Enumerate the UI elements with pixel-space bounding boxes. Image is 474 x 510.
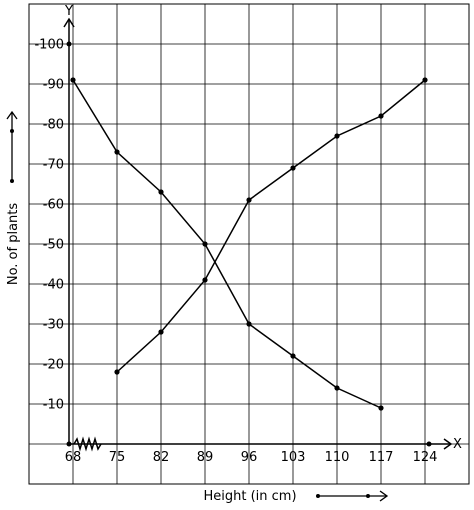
- data-point: [246, 321, 252, 327]
- y-tick-label: -80: [43, 118, 64, 133]
- data-point: [378, 405, 384, 411]
- x-tick-label: 75: [109, 450, 126, 465]
- data-point: [158, 189, 164, 195]
- y-tick-label: -70: [43, 158, 64, 173]
- y-tick-label: -50: [43, 238, 64, 253]
- y-axis-label-arrow: [6, 110, 18, 183]
- data-point: [334, 385, 340, 391]
- data-point: [378, 113, 384, 119]
- y-tick-label: -90: [43, 78, 64, 93]
- x-tick-label: 89: [197, 450, 214, 465]
- data-point: [334, 133, 340, 139]
- x-axis-arrow: [443, 438, 453, 450]
- y-tick-label: -60: [43, 198, 64, 213]
- x-tick-label: 110: [325, 450, 350, 465]
- origin-point: [66, 441, 72, 447]
- axes: X Y: [63, 4, 462, 452]
- y-tick-label: -100: [34, 38, 64, 53]
- y-axis-end-point: [66, 41, 72, 47]
- series-line-1: [72, 79, 382, 409]
- y-tick-labels: -10 -20 -30 -40 -50 -60 -70 -80 -90 -100: [34, 38, 64, 413]
- x-tick-label: 124: [413, 450, 438, 465]
- series-lines: [72, 79, 426, 409]
- y-tick-label: -30: [43, 318, 64, 333]
- data-point: [202, 277, 208, 283]
- y-axis-label: No. of plants: [6, 203, 21, 286]
- x-tick-label: 117: [369, 450, 394, 465]
- grid: [28, 3, 470, 485]
- y-tick-label: -40: [43, 278, 64, 293]
- y-axis-letter: Y: [64, 4, 73, 19]
- series-line-2: [116, 79, 426, 373]
- data-point: [158, 329, 164, 335]
- data-point: [114, 149, 120, 155]
- data-point: [290, 165, 296, 171]
- data-point: [70, 77, 76, 83]
- data-point: [290, 353, 296, 359]
- axis-break-zigzag: [73, 436, 102, 452]
- data-point: [422, 77, 428, 83]
- x-tick-label: 82: [153, 450, 170, 465]
- series-points: [70, 77, 428, 411]
- x-tick-labels: 68 75 82 89 96 103 110 117 124: [65, 450, 438, 465]
- x-axis-label-arrow: [316, 490, 389, 502]
- x-axis-label: Height (in cm): [203, 489, 296, 504]
- y-tick-label: -20: [43, 358, 64, 373]
- x-tick-label: 68: [65, 450, 82, 465]
- x-tick-label: 96: [241, 450, 258, 465]
- data-point: [246, 197, 252, 203]
- data-point: [114, 369, 120, 375]
- y-tick-label: -10: [43, 398, 64, 413]
- x-axis-end-point: [426, 441, 432, 447]
- x-tick-label: 103: [281, 450, 306, 465]
- y-axis-arrow: [63, 17, 75, 28]
- data-point: [202, 241, 208, 247]
- x-axis-letter: X: [453, 437, 462, 452]
